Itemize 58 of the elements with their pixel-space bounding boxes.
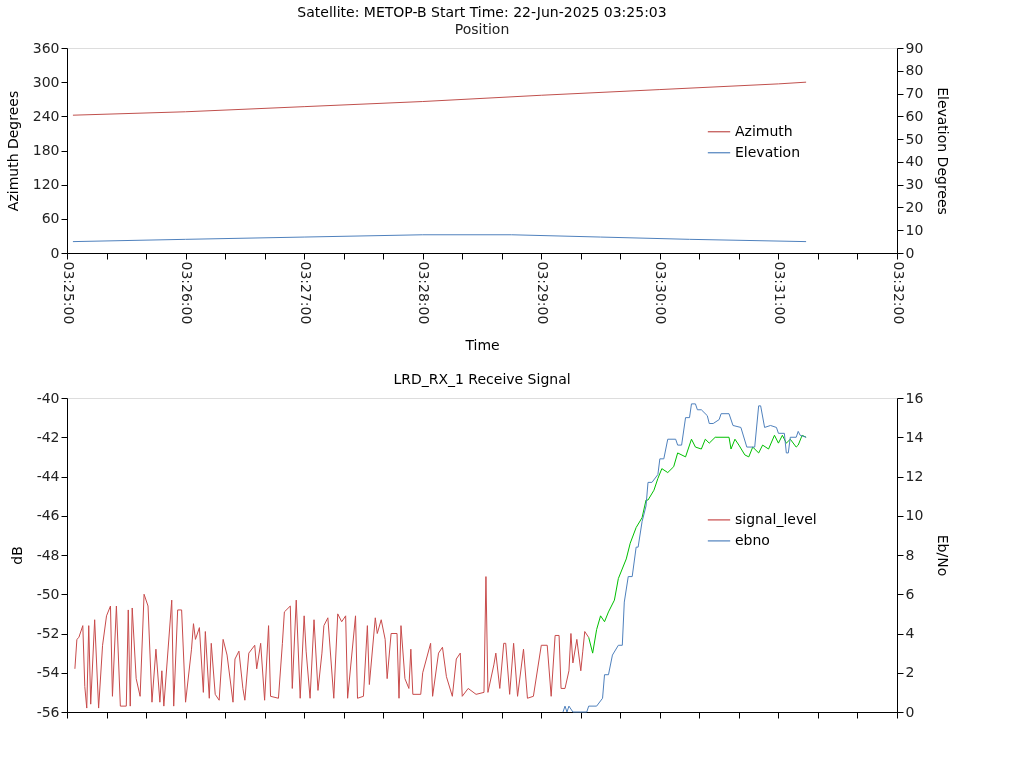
- y-tick-label: -40: [36, 389, 60, 406]
- y-tick-label: -56: [36, 703, 60, 720]
- y2-tick-label: 12: [905, 468, 924, 484]
- y2-tick-label: 10: [905, 221, 924, 238]
- y-tick-label: -54: [36, 664, 60, 681]
- y2-tick-label: 8: [905, 546, 915, 563]
- y2-axis-title: Eb/No: [935, 534, 952, 577]
- chart-title: Satellite: METOP-B Start Time: 22-Jun-2025 03:25:03: [297, 4, 667, 20]
- y2-tick-label: 2: [905, 664, 915, 681]
- y2-tick-label: 14: [905, 428, 924, 445]
- y-tick-label: 120: [32, 176, 60, 193]
- y-axis-title: Azimuth Degrees: [4, 90, 21, 212]
- y-tick-label: 240: [32, 107, 60, 124]
- y2-tick-label: 16: [905, 389, 924, 406]
- y-tick-label: -46: [36, 507, 60, 524]
- chart-subtitle: Position: [454, 21, 510, 37]
- line-series: [72, 234, 807, 243]
- y2-tick-label: 4: [905, 625, 915, 641]
- y2-tick-label: 90: [905, 39, 924, 56]
- x-tick-label: 03:28:00: [416, 261, 433, 325]
- x-tick-label: 03:26:00: [179, 261, 196, 325]
- x-tick-label: 03:29:00: [534, 261, 551, 325]
- chart-title: LRD_RX_1 Receive Signal: [393, 371, 571, 387]
- y-tick-label: -42: [36, 428, 60, 445]
- y2-axis-title: Elevation Degrees: [935, 87, 952, 215]
- legend-label: signal_level: [735, 510, 817, 527]
- x-tick-label: 03:30:00: [653, 261, 670, 325]
- y-tick-label: -44: [36, 468, 60, 484]
- x-tick-label: 03:31:00: [771, 261, 788, 325]
- y-tick-label: -52: [36, 625, 60, 641]
- y-tick-label: -48: [36, 546, 60, 563]
- y-tick-label: 60: [41, 210, 60, 227]
- y2-tick-label: 70: [905, 85, 924, 102]
- y2-tick-label: 6: [905, 585, 915, 602]
- x-tick-label: 03:32:00: [890, 261, 907, 325]
- y2-tick-label: 50: [905, 130, 924, 147]
- y-tick-label: 300: [32, 73, 60, 90]
- legend-label: Elevation: [735, 143, 801, 160]
- x-tick-label: 03:25:00: [60, 261, 77, 325]
- y-tick-label: 180: [32, 142, 60, 158]
- y2-tick-label: 10: [905, 507, 924, 524]
- line-series: [72, 81, 807, 116]
- y-tick-label: 0: [50, 244, 60, 261]
- y2-tick-label: 0: [905, 244, 915, 261]
- x-tick-label: 03:27:00: [297, 261, 314, 325]
- legend-label: ebno: [735, 531, 770, 548]
- y2-tick-label: 0: [905, 703, 915, 720]
- y2-tick-label: 30: [905, 176, 924, 193]
- y2-tick-label: 20: [905, 198, 924, 215]
- y-tick-label: 360: [32, 39, 60, 56]
- y2-tick-label: 80: [905, 62, 924, 79]
- y2-tick-label: 40: [905, 153, 924, 170]
- y-axis-title: dB: [8, 546, 25, 565]
- y-tick-label: -50: [36, 585, 60, 602]
- legend-label: Azimuth: [735, 122, 793, 139]
- y2-tick-label: 60: [905, 107, 924, 124]
- x-axis-title: Time: [464, 337, 500, 354]
- line-series: [74, 576, 590, 709]
